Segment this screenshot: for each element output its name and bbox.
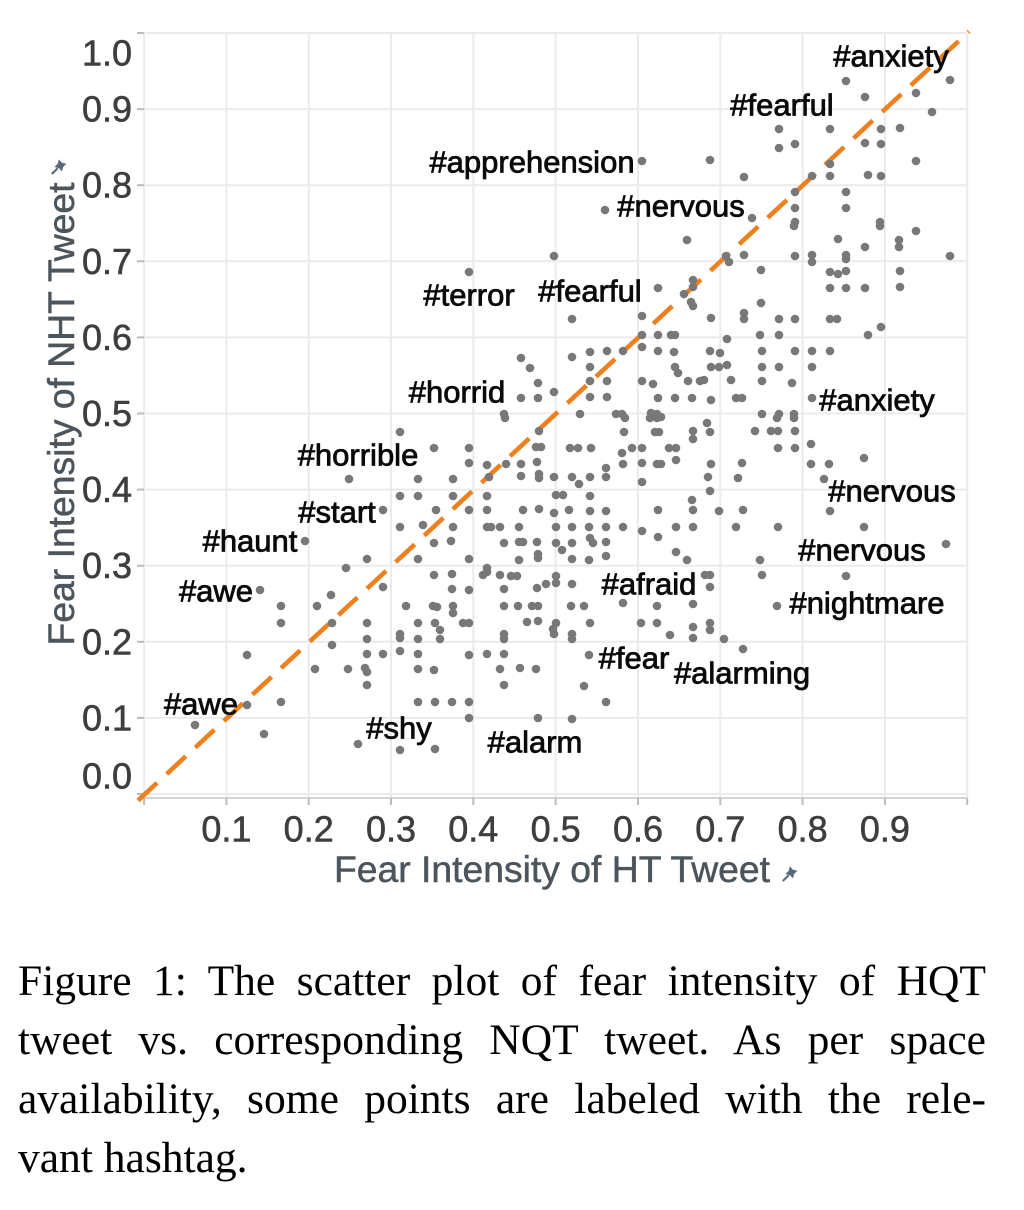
svg-text:#horrid: #horrid [409, 375, 506, 410]
svg-text:#awe: #awe [179, 574, 253, 609]
svg-text:0.6: 0.6 [82, 317, 132, 358]
svg-text:#fearful: #fearful [730, 88, 833, 123]
svg-text:#alarm: #alarm [488, 725, 583, 760]
svg-text:0.5: 0.5 [82, 393, 132, 434]
svg-text:#haunt: #haunt [203, 524, 298, 559]
svg-text:#fearful: #fearful [538, 274, 641, 309]
svg-text:0.1: 0.1 [82, 697, 132, 738]
svg-text:0.4: 0.4 [82, 469, 132, 510]
svg-text:#apprehension: #apprehension [429, 145, 634, 180]
svg-text:#awe: #awe [164, 687, 238, 722]
svg-text:0.2: 0.2 [284, 809, 334, 850]
svg-text:#anxiety: #anxiety [833, 39, 949, 74]
svg-text:Fear Intensity of NHT Tweet: Fear Intensity of NHT Tweet [40, 182, 82, 646]
svg-text:0.1: 0.1 [201, 809, 251, 850]
svg-text:#alarming: #alarming [674, 656, 810, 691]
svg-text:#fear: #fear [599, 641, 670, 676]
svg-text:0.8: 0.8 [82, 165, 132, 206]
svg-text:0.7: 0.7 [695, 809, 745, 850]
svg-text:1.0: 1.0 [82, 32, 132, 73]
svg-text:0.6: 0.6 [613, 809, 663, 850]
svg-text:0.3: 0.3 [82, 545, 132, 586]
svg-text:#nightmare: #nightmare [789, 586, 944, 621]
svg-text:#anxiety: #anxiety [819, 383, 935, 418]
svg-text:0.7: 0.7 [82, 241, 132, 282]
svg-text:0.0: 0.0 [82, 755, 132, 796]
svg-text:0.3: 0.3 [366, 809, 416, 850]
svg-text:Fear Intensity of HT Tweet: Fear Intensity of HT Tweet [334, 848, 771, 890]
svg-text:0.4: 0.4 [448, 809, 498, 850]
svg-text:0.9: 0.9 [860, 809, 910, 850]
svg-text:#nervous: #nervous [798, 533, 926, 568]
svg-text:#nervous: #nervous [617, 189, 745, 224]
svg-text:#shy: #shy [366, 711, 432, 746]
svg-text:#horrible: #horrible [298, 438, 419, 473]
svg-text:#terror: #terror [423, 278, 514, 313]
svg-text:#afraid: #afraid [602, 567, 697, 602]
svg-text:0.9: 0.9 [82, 89, 132, 130]
svg-text:0.5: 0.5 [531, 809, 581, 850]
svg-text:0.8: 0.8 [778, 809, 828, 850]
svg-text:#nervous: #nervous [828, 474, 956, 509]
svg-text:0.2: 0.2 [82, 621, 132, 662]
svg-text:#start: #start [298, 495, 376, 530]
